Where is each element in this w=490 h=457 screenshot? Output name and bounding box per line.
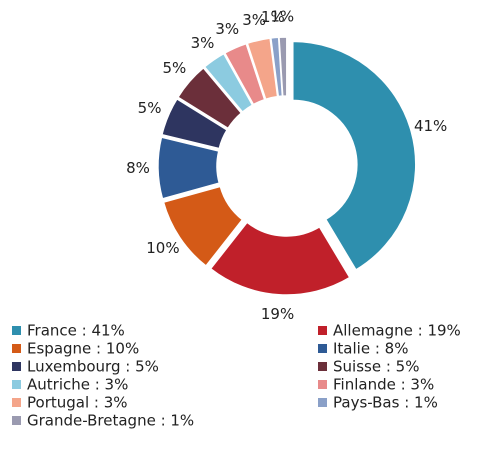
legend-label: Finlande : 3% (333, 376, 434, 394)
slice (203, 52, 254, 114)
slice (209, 221, 351, 296)
slice-label: 1% (270, 8, 294, 26)
legend-label: Suisse : 5% (333, 358, 419, 376)
slice (161, 97, 229, 150)
slice-label: 10% (146, 239, 179, 257)
slice-label: 5% (138, 99, 162, 117)
legend-swatch (318, 344, 327, 353)
legend-label: Allemagne : 19% (333, 322, 461, 340)
slice (176, 66, 243, 130)
legend-swatch (12, 416, 21, 425)
legend-label: Espagne : 10% (27, 340, 139, 358)
slice-label: 3% (215, 20, 239, 38)
legend-swatch (12, 344, 21, 353)
legend-swatch (12, 326, 21, 335)
legend-swatch (318, 362, 327, 371)
slice-label: 8% (126, 159, 150, 177)
slice-label: 3% (191, 34, 215, 52)
legend-swatch (318, 398, 327, 407)
slice (162, 185, 244, 268)
legend-label: Portugal : 3% (27, 394, 128, 412)
legend-label: Pays-Bas : 1% (333, 394, 438, 412)
slice-label: 3% (242, 11, 266, 29)
legend-label: Luxembourg : 5% (27, 358, 159, 376)
legend-label: Grande-Bretagne : 1% (27, 412, 194, 430)
slice-label: 19% (261, 305, 294, 323)
legend-label: Autriche : 3% (27, 376, 128, 394)
legend-swatch (12, 398, 21, 407)
legend-swatch (12, 362, 21, 371)
slice-label: 5% (162, 59, 186, 77)
legend-swatch (318, 380, 327, 389)
slice (292, 40, 417, 271)
slice (223, 42, 266, 106)
slice-label: 41% (414, 117, 447, 135)
slice (278, 36, 288, 97)
slice-label: 1% (261, 8, 285, 26)
legend-swatch (318, 326, 327, 335)
legend-label: Italie : 8% (333, 340, 408, 358)
slice (157, 136, 221, 200)
legend-label: France : 41% (27, 322, 125, 340)
legend-swatch (12, 380, 21, 389)
slice (246, 37, 279, 101)
